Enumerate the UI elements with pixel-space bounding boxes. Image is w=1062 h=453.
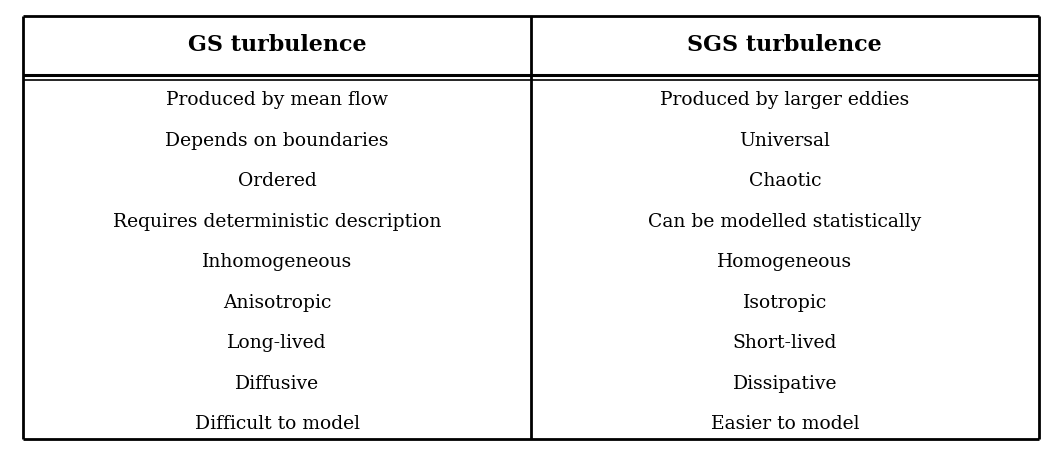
Text: Ordered: Ordered [238, 172, 316, 190]
Text: SGS turbulence: SGS turbulence [687, 34, 883, 56]
Text: Chaotic: Chaotic [749, 172, 821, 190]
Text: Requires deterministic description: Requires deterministic description [113, 212, 442, 231]
Text: Homogeneous: Homogeneous [717, 253, 853, 271]
Text: Short-lived: Short-lived [733, 334, 837, 352]
Text: Universal: Universal [739, 131, 830, 149]
Text: Depends on boundaries: Depends on boundaries [166, 131, 389, 149]
Text: Diffusive: Diffusive [235, 375, 320, 393]
Text: Isotropic: Isotropic [742, 294, 827, 312]
Text: Can be modelled statistically: Can be modelled statistically [648, 212, 922, 231]
Text: Easier to model: Easier to model [710, 415, 859, 433]
Text: GS turbulence: GS turbulence [188, 34, 366, 56]
Text: Anisotropic: Anisotropic [223, 294, 331, 312]
Text: Inhomogeneous: Inhomogeneous [202, 253, 353, 271]
Text: Long-lived: Long-lived [227, 334, 327, 352]
Text: Produced by mean flow: Produced by mean flow [166, 91, 389, 109]
Text: Dissipative: Dissipative [733, 375, 837, 393]
Text: Difficult to model: Difficult to model [194, 415, 360, 433]
Text: Produced by larger eddies: Produced by larger eddies [661, 91, 909, 109]
